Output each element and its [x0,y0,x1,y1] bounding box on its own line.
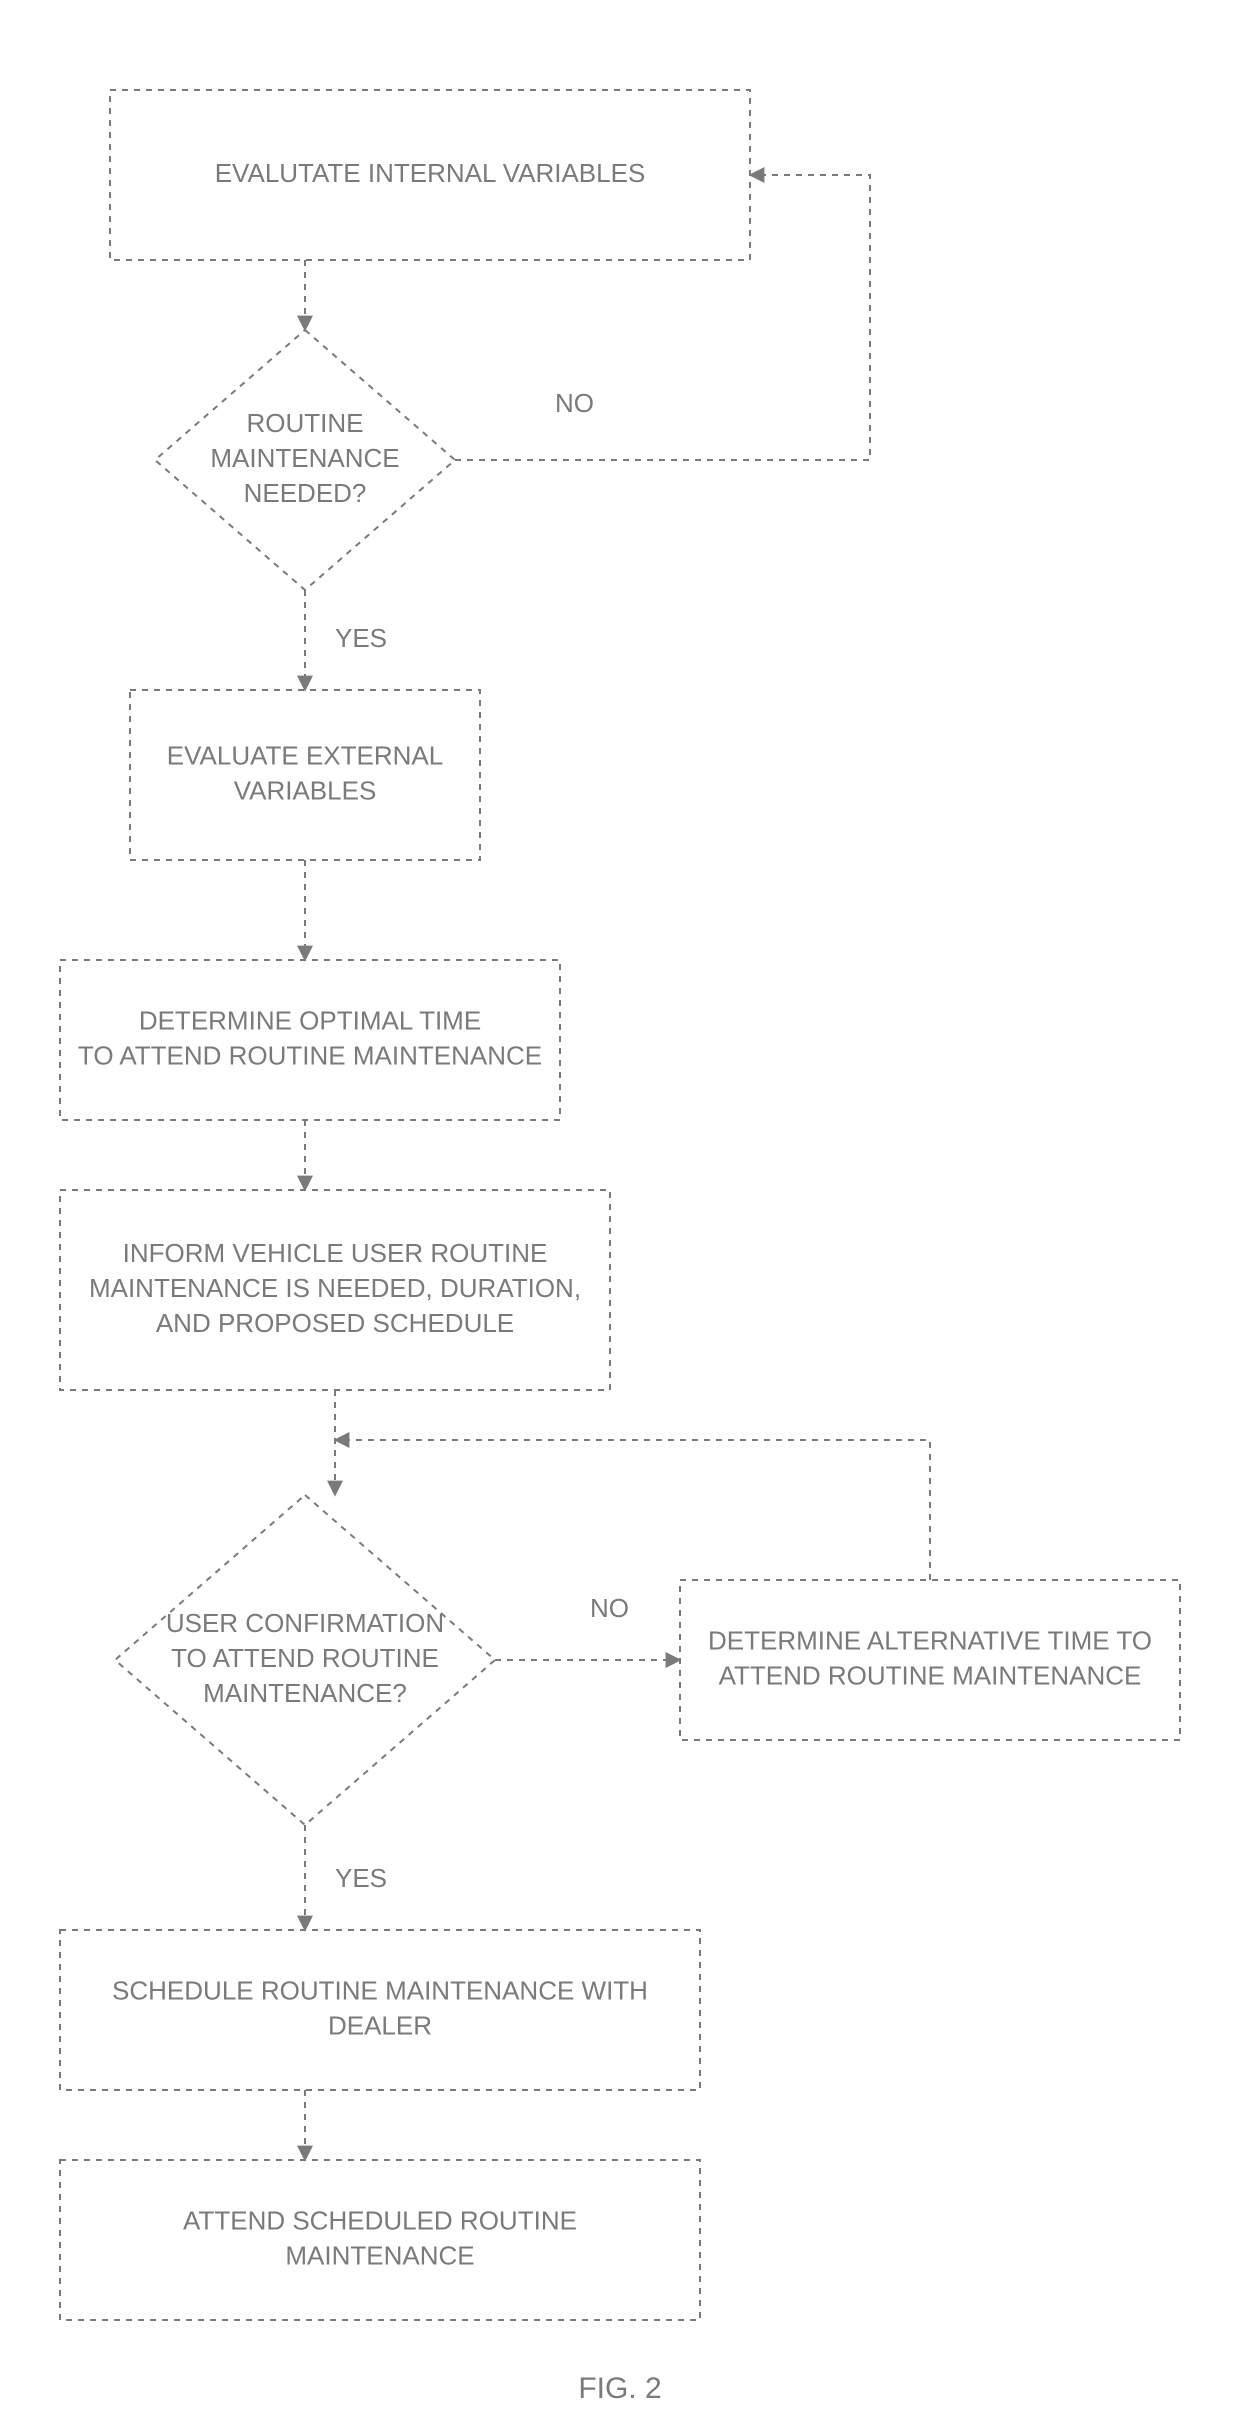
node-label-n2-l1: VARIABLES [234,775,377,805]
node-label-n5-l1: ATTEND ROUTINE MAINTENANCE [719,1660,1142,1690]
node-label-n4-l1: MAINTENANCE IS NEEDED, DURATION, [89,1273,581,1303]
node-label-n3-l1: TO ATTEND ROUTINE MAINTENANCE [78,1040,542,1070]
node-label-d2-l2: MAINTENANCE? [203,1678,407,1708]
node-label-d2-l0: USER CONFIRMATION [166,1608,444,1638]
edge-label-e7: NO [590,1593,629,1623]
node-label-n3-l0: DETERMINE OPTIMAL TIME [139,1005,481,1035]
node-label-n5-l0: DETERMINE ALTERNATIVE TIME TO [708,1625,1152,1655]
node-label-n1-l0: EVALUTATE INTERNAL VARIABLES [215,158,646,188]
node-label-n6-l1: DEALER [328,2010,432,2040]
flowchart-canvas: NO YES NO YES EVALUTATE INTERNAL VARIABLES RO… [0,0,1240,2417]
edge-label-e9: YES [335,1863,387,1893]
node-label-n2-l0: EVALUATE EXTERNAL [167,740,443,770]
node-label-n7-l0: ATTEND SCHEDULED ROUTINE [183,2205,577,2235]
node-label-n4-l2: AND PROPOSED SCHEDULE [156,1308,514,1338]
edge-label-e3: YES [335,623,387,653]
node-label-n4-l0: INFORM VEHICLE USER ROUTINE [123,1238,548,1268]
node-label-d2-l1: TO ATTEND ROUTINE [171,1643,439,1673]
edge-label-e2: NO [555,388,594,418]
node-label-d1-l2: NEEDED? [244,478,367,508]
node-label-n6-l0: SCHEDULE ROUTINE MAINTENANCE WITH [112,1975,648,2005]
node-label-n7-l1: MAINTENANCE [285,2240,474,2270]
node-label-d1-l0: ROUTINE [247,408,364,438]
figure-caption: FIG. 2 [578,2372,661,2405]
node-label-d1-l1: MAINTENANCE [210,443,399,473]
edge-e2 [455,175,870,460]
edge-e8 [335,1440,930,1580]
